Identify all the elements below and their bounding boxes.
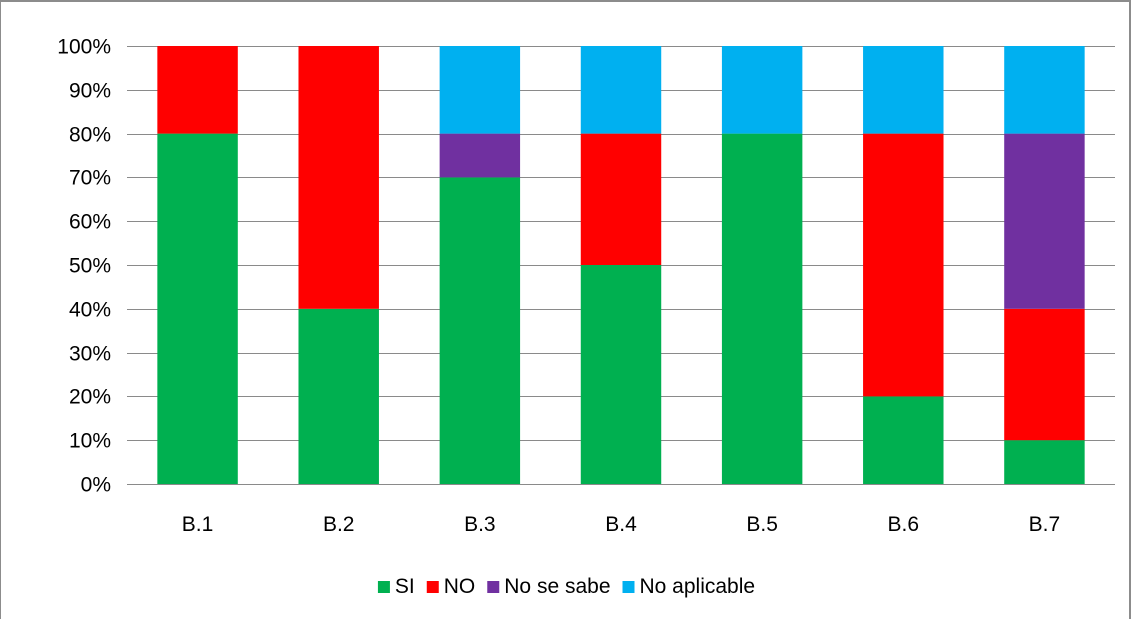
bar-segment-b2-si (298, 308, 379, 484)
x-category-label: B.2 (323, 513, 355, 536)
x-category-label: B.6 (888, 513, 920, 536)
bar-segment-b2-no (298, 46, 379, 309)
legend-swatch (426, 581, 439, 593)
bar-segment-b3-no-se-sabe (439, 133, 521, 178)
y-tick-label: 10% (69, 430, 111, 453)
x-category-label: B.7 (1029, 513, 1061, 536)
legend-item-no-se-sabe: No se sabe (487, 575, 611, 598)
bar-segment-b1-no (157, 46, 238, 134)
bar-segment-b7-no-se-sabe (1004, 133, 1085, 309)
bar-segment-b5-si (721, 133, 803, 484)
legend-swatch (487, 581, 500, 593)
bar-segment-b6-no-aplicable (863, 46, 944, 134)
bars (157, 46, 1085, 484)
legend-swatch (377, 581, 390, 593)
y-tick-label: 50% (69, 255, 111, 278)
bar-segment-b4-no (580, 133, 662, 265)
bar-segment-b4-si (580, 265, 662, 484)
bar-segment-b6-no (863, 133, 944, 397)
bar-segment-b1-si (157, 133, 238, 484)
y-tick-label: 100% (57, 36, 111, 59)
legend-item-no-aplicable: No aplicable (622, 575, 756, 598)
legend: SI NO No se sabe No aplicable (377, 575, 756, 598)
bar-segment-b7-no (1004, 308, 1085, 441)
y-tick-label: 20% (69, 386, 111, 409)
legend-item-no: NO (426, 575, 476, 598)
legend-label: SI (395, 575, 415, 598)
x-category-label: B.3 (464, 513, 496, 536)
x-category-label: B.5 (746, 513, 778, 536)
bar-segment-b3-si (439, 177, 521, 484)
legend-label: No aplicable (640, 575, 756, 598)
x-axis-category-labels: B.1 B.2 B.3 B.4 B.5 B.6 B.7 (182, 513, 1060, 536)
legend-label: No se sabe (504, 575, 610, 598)
y-tick-label: 0% (81, 474, 111, 497)
bar-segment-b3-no-aplicable (439, 46, 521, 134)
y-tick-label: 60% (69, 211, 111, 234)
bar-segment-b4-no-aplicable (580, 46, 662, 134)
legend-item-si: SI (377, 575, 415, 598)
legend-swatch (622, 581, 635, 593)
bar-segment-b7-si (1004, 440, 1085, 484)
legend-label: NO (444, 575, 476, 598)
bar-segment-b7-no-aplicable (1004, 46, 1085, 134)
y-tick-label: 30% (69, 343, 111, 366)
bar-segment-b5-no-aplicable (721, 46, 803, 134)
y-tick-label: 70% (69, 167, 111, 190)
x-category-label: B.4 (605, 513, 637, 536)
y-axis-tick-labels: 0% 10% 20% 30% 40% 50% 60% 70% 80% 90% 100% (57, 36, 111, 497)
bar-segment-b6-si (863, 396, 944, 484)
y-tick-label: 40% (69, 299, 111, 322)
x-category-label: B.1 (182, 513, 214, 536)
y-tick-label: 80% (69, 124, 111, 147)
y-tick-label: 90% (69, 80, 111, 103)
